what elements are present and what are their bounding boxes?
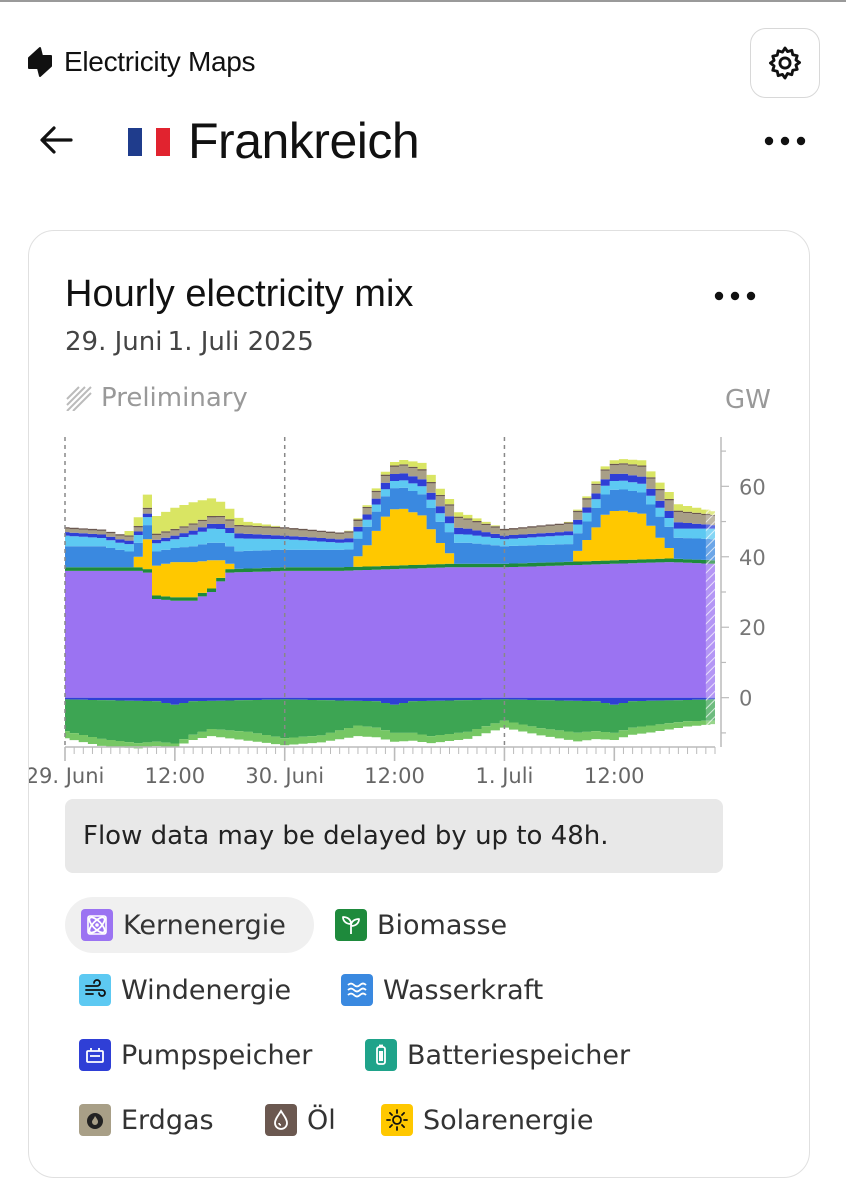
legend-item-windenergie[interactable]: Windenergie xyxy=(79,962,291,1018)
x-tick-label: 12:00 xyxy=(364,764,425,788)
pumped-storage-icon xyxy=(79,1039,111,1071)
legend-label: Solarenergie xyxy=(423,1104,594,1136)
waves-icon xyxy=(341,974,373,1006)
battery-icon xyxy=(365,1039,397,1071)
legend-item-kernenergie[interactable]: Kernenergie xyxy=(65,897,314,953)
y-tick-label: 40 xyxy=(739,546,766,570)
top-divider xyxy=(0,0,846,2)
preliminary-hatch xyxy=(705,437,719,747)
gear-icon xyxy=(769,46,801,80)
country-flag xyxy=(128,128,170,156)
flag-stripe-white xyxy=(142,128,156,156)
area-negative-1 xyxy=(65,699,715,744)
area-solarenergie xyxy=(65,508,715,598)
y-tick-label: 20 xyxy=(739,616,766,640)
app-name: Electricity Maps xyxy=(64,46,256,77)
legend-label: Wasserkraft xyxy=(383,974,544,1006)
area-wasserkraft xyxy=(65,487,715,569)
preliminary-shade xyxy=(705,437,719,747)
legend-item-solarenergie[interactable]: Solarenergie xyxy=(381,1092,593,1148)
legend-item-öl[interactable]: Öl xyxy=(265,1092,336,1148)
hatch-pattern-icon xyxy=(66,386,92,411)
country-name: Frankreich xyxy=(188,113,420,169)
more-options-button[interactable] xyxy=(760,124,810,158)
date-range: 29. Juni 1. Juli 2025 xyxy=(65,327,314,357)
area-pumpspeicher xyxy=(65,473,715,545)
area-windenergie xyxy=(65,480,715,552)
legend-item-erdgas[interactable]: Erdgas xyxy=(79,1092,214,1148)
more-horizontal-icon xyxy=(764,136,806,146)
oil-drop-icon xyxy=(265,1104,297,1136)
card-title: Hourly electricity mix xyxy=(65,273,414,315)
electricity-mix-chart[interactable]: 0 20 40 60 29. Juni 12:00 30. Juni 12:00 1. Juli… xyxy=(29,231,809,791)
arrow-left-icon xyxy=(40,126,73,154)
legend-label: Batteriespeicher xyxy=(407,1039,631,1071)
x-tick-label: 12:00 xyxy=(584,764,645,788)
flag-stripe-blue xyxy=(128,128,142,156)
area-kernenergie xyxy=(65,562,715,698)
legend-label: Windenergie xyxy=(121,974,292,1006)
sprout-icon xyxy=(335,909,367,941)
app-brand[interactable]: Electricity Maps xyxy=(26,44,256,80)
legend-label: Öl xyxy=(307,1104,336,1136)
wind-icon xyxy=(79,974,111,1006)
x-tick-label: 29. Juni xyxy=(29,764,104,788)
preliminary-indicator: Preliminary xyxy=(65,383,248,413)
flow-data-notice: Flow data may be delayed by up to 48h. xyxy=(65,799,723,873)
legend-label: Biomasse xyxy=(377,909,508,941)
area-negative-0 xyxy=(65,697,715,705)
area-biomasse xyxy=(65,558,715,601)
legend-item-pumpspeicher[interactable]: Pumpspeicher xyxy=(79,1027,312,1083)
flag-stripe-red xyxy=(156,128,170,156)
card-more-button[interactable] xyxy=(709,279,761,313)
y-tick-label: 60 xyxy=(739,475,766,499)
x-tick-label: 30. Juni xyxy=(245,764,324,788)
legend-item-biomasse[interactable]: Biomasse xyxy=(335,897,507,953)
atom-icon xyxy=(81,909,113,941)
legend-label: Kernenergie xyxy=(123,909,286,941)
unit-label: GW xyxy=(725,385,771,415)
x-tick-label: 1. Juli xyxy=(475,764,533,788)
electricity-mix-card: Hourly electricity mix 29. Juni 1. Juli … xyxy=(28,230,810,1178)
area-erdgas xyxy=(65,464,715,541)
area-imports xyxy=(65,459,715,536)
more-horizontal-icon xyxy=(714,291,756,301)
x-tick-label: 12:00 xyxy=(145,764,206,788)
preliminary-label: Preliminary xyxy=(101,383,248,413)
area-negative-2 xyxy=(65,720,715,749)
lightning-logo-icon xyxy=(28,47,52,77)
legend-item-batteriespeicher[interactable]: Batteriespeicher xyxy=(365,1027,630,1083)
gas-flame-icon xyxy=(79,1104,111,1136)
legend-label: Pumpspeicher xyxy=(121,1039,313,1071)
back-button[interactable] xyxy=(36,120,76,160)
y-tick-label: 0 xyxy=(739,687,752,711)
sun-icon xyxy=(381,1104,413,1136)
legend-label: Erdgas xyxy=(121,1104,214,1136)
notice-text: Flow data may be delayed by up to 48h. xyxy=(83,821,609,851)
settings-button[interactable] xyxy=(750,28,820,98)
legend-item-wasserkraft[interactable]: Wasserkraft xyxy=(341,962,543,1018)
